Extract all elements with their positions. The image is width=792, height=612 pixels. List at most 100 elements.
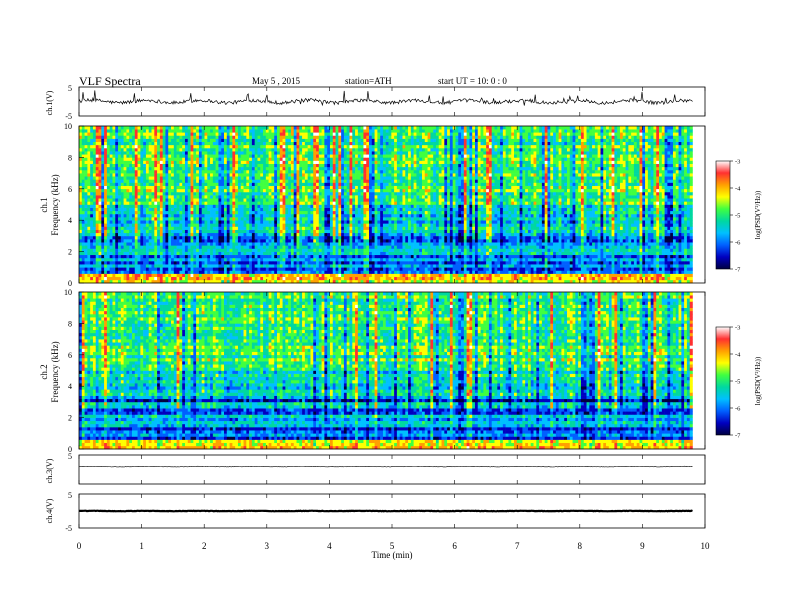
- spectrogram-cell: [383, 217, 386, 220]
- spectrogram-cell: [316, 264, 319, 267]
- spectrogram-cell: [494, 214, 497, 217]
- spectrogram-cell: [430, 258, 433, 261]
- spectrogram-cell: [592, 242, 595, 245]
- spectrogram-cell: [207, 230, 210, 233]
- spectrogram-cell: [238, 217, 241, 220]
- spectrogram-cell: [631, 258, 634, 261]
- spectrogram-cell: [687, 270, 690, 273]
- spectrogram-cell: [110, 223, 113, 226]
- spectrogram-cell: [394, 255, 397, 258]
- spectrogram-cell: [606, 214, 609, 217]
- spectrogram-cell: [656, 239, 659, 242]
- spectrogram-cell: [637, 264, 640, 267]
- spectrogram-cell: [467, 270, 470, 273]
- spectrogram-cell: [475, 270, 478, 273]
- spectrogram-cell: [534, 226, 537, 229]
- spectrogram-cell: [419, 277, 422, 280]
- spectrogram-cell: [124, 261, 127, 264]
- spectrogram-cell: [383, 223, 386, 226]
- spectrogram-cell: [210, 226, 213, 229]
- spectrogram-cell: [213, 223, 216, 226]
- spectrogram-cell: [322, 245, 325, 248]
- spectrogram-cell: [653, 223, 656, 226]
- spectrogram-cell: [651, 261, 654, 264]
- spectrogram-cell: [308, 258, 311, 261]
- spectrogram-cell: [291, 267, 294, 270]
- spectrogram-cell: [118, 220, 121, 223]
- spectrogram-cell: [82, 252, 85, 255]
- spectrogram-cell: [347, 236, 350, 239]
- spectrogram-cell: [595, 226, 598, 229]
- spectrogram-cell: [567, 252, 570, 255]
- spectrogram-cell: [238, 211, 241, 214]
- spectrogram-cell: [280, 217, 283, 220]
- spectrogram-cell: [269, 242, 272, 245]
- spectrogram-cell: [450, 230, 453, 233]
- spectrogram-cell: [213, 267, 216, 270]
- spectrogram-cell: [213, 217, 216, 220]
- spectrogram-cell: [433, 267, 436, 270]
- spectrogram-cell: [684, 252, 687, 255]
- spectrogram-cell: [634, 270, 637, 273]
- spectrogram-cell: [645, 214, 648, 217]
- spectrogram-cell: [609, 267, 612, 270]
- spectrogram-cell: [584, 264, 587, 267]
- spectrogram-cell: [297, 211, 300, 214]
- spectrogram-cell: [430, 217, 433, 220]
- spectrogram-cell: [191, 252, 194, 255]
- spectrogram-cell: [99, 242, 102, 245]
- spectrogram-cell: [464, 226, 467, 229]
- spectrogram-cell: [285, 223, 288, 226]
- spectrogram-cell: [238, 264, 241, 267]
- spectrogram-cell: [386, 217, 389, 220]
- spectrogram-cell: [581, 223, 584, 226]
- spectrogram-cell: [514, 242, 517, 245]
- spectrogram-cell: [99, 261, 102, 264]
- spectrogram-cell: [436, 270, 439, 273]
- spectrogram-cell: [330, 258, 333, 261]
- spectrogram-cell: [129, 223, 132, 226]
- spectrogram-cell: [104, 239, 107, 242]
- spectrogram-cell: [154, 226, 157, 229]
- ch1-ytick-top: 5: [68, 84, 72, 93]
- spectrogram-cell: [556, 214, 559, 217]
- spectrogram-cell: [280, 239, 283, 242]
- spectrogram-cell: [138, 261, 141, 264]
- spectrogram-cell: [531, 277, 534, 280]
- spectrogram-cell: [344, 274, 347, 277]
- spectrogram-cell: [129, 252, 132, 255]
- spectrogram-cell: [444, 270, 447, 273]
- spectrogram-cell: [138, 255, 141, 258]
- spectrogram-cell: [246, 252, 249, 255]
- spectrogram-cell: [414, 264, 417, 267]
- spectrogram-cell: [377, 248, 380, 251]
- spectrogram-cell: [135, 230, 138, 233]
- spectrogram-cell: [383, 267, 386, 270]
- spectrogram-cell: [425, 261, 428, 264]
- spectrogram-cell: [372, 245, 375, 248]
- spectrogram-cell: [662, 242, 665, 245]
- spectrogram-cell: [642, 248, 645, 251]
- spectrogram-cell: [436, 211, 439, 214]
- spectrogram-cell: [210, 220, 213, 223]
- spectrogram-cell: [567, 217, 570, 220]
- spectrogram-cell: [606, 220, 609, 223]
- spectrogram-cell: [182, 248, 185, 251]
- spectrogram-cell: [347, 220, 350, 223]
- spectrogram-cell: [564, 252, 567, 255]
- spectrogram-cell: [163, 226, 166, 229]
- spectrogram-cell: [380, 214, 383, 217]
- spectrogram-cell: [380, 226, 383, 229]
- spectrogram-cell: [126, 274, 129, 277]
- spectrogram-cell: [185, 217, 188, 220]
- spectrogram-cell: [447, 274, 450, 277]
- spectrogram-cell: [503, 274, 506, 277]
- spectrogram-cell: [319, 264, 322, 267]
- spectrogram-cell: [196, 239, 199, 242]
- spectrogram-cell: [124, 274, 127, 277]
- spectrogram-cell: [634, 277, 637, 280]
- spectrogram-cell: [269, 230, 272, 233]
- spectrogram-cell: [405, 242, 408, 245]
- spectrogram-cell: [389, 226, 392, 229]
- spectrogram-cell: [612, 217, 615, 220]
